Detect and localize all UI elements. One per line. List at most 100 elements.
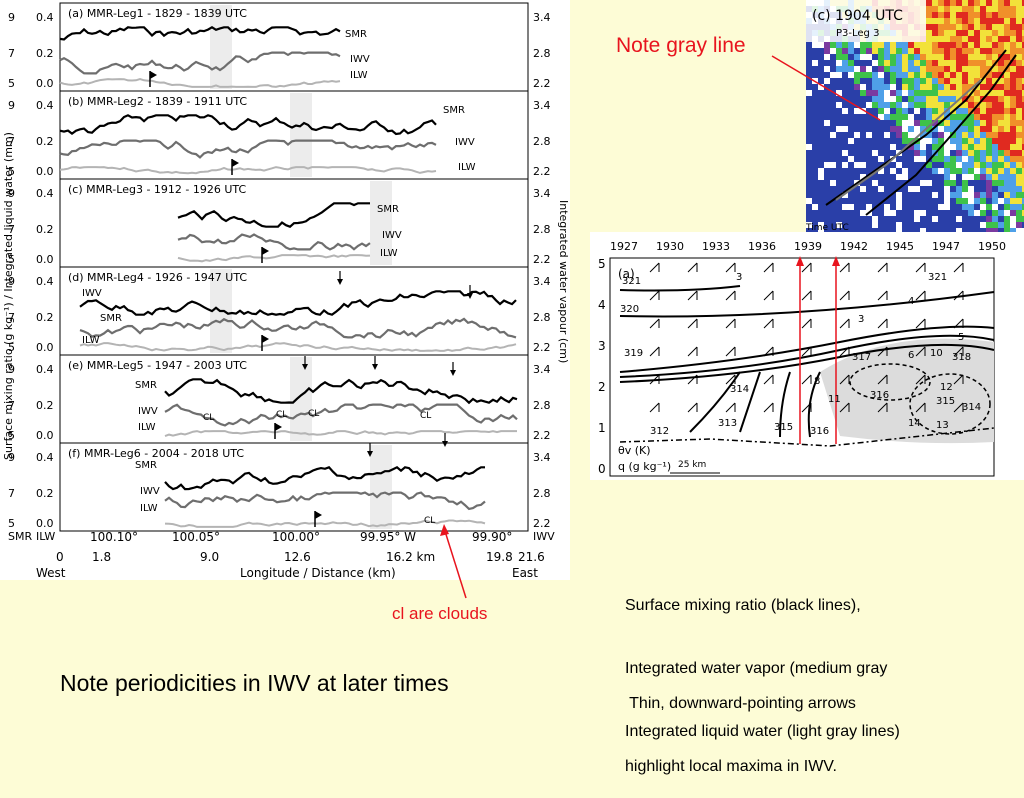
radar-cell: [896, 84, 902, 90]
radar-cell: [842, 180, 848, 186]
panel-title: (f) MMR-Leg6 - 2004 - 2018 UTC: [68, 447, 244, 460]
radar-cell: [932, 6, 938, 12]
radar-cell: [932, 180, 938, 186]
radar-cell: [974, 6, 980, 12]
wind-barb: [953, 402, 964, 413]
radar-cell: [842, 48, 848, 54]
radar-cell: [926, 150, 932, 156]
map-partial-label: Time UTC: [806, 223, 849, 232]
radar-cell: [920, 42, 926, 48]
radar-cell: [812, 138, 818, 144]
longitude-tick: 100.05°: [172, 530, 220, 544]
left-tick-smr: 5: [8, 517, 15, 530]
wind-barb: [877, 374, 888, 385]
radar-cell: [998, 36, 1004, 42]
leg-flag: [315, 511, 322, 519]
radar-cell: [842, 216, 848, 222]
radar-cell: [806, 180, 812, 186]
radar-cell: [812, 228, 818, 232]
radar-cell: [944, 66, 950, 72]
iwv-line: [59, 51, 341, 75]
radar-cell: [1022, 120, 1024, 126]
wind-barb: [725, 318, 736, 329]
scale-label: 25 km: [678, 460, 706, 470]
wind-barb: [839, 318, 850, 329]
radar-cell: [902, 204, 908, 210]
radar-cell: [854, 150, 860, 156]
radar-cell: [920, 60, 926, 66]
radar-cell: [944, 42, 950, 48]
wind-barb: [839, 262, 850, 273]
radar-cell: [932, 72, 938, 78]
radar-cell: [914, 126, 920, 132]
radar-cell: [980, 78, 986, 84]
radar-cell: [830, 96, 836, 102]
radar-cell: [878, 216, 884, 222]
radar-cell: [854, 60, 860, 66]
radar-cell: [968, 156, 974, 162]
radar-cell: [962, 132, 968, 138]
radar-cell: [986, 114, 992, 120]
radar-cell: [998, 168, 1004, 174]
radar-cell: [902, 168, 908, 174]
left-tick-ilw: 0.0: [36, 517, 54, 530]
radar-cell: [872, 180, 878, 186]
radar-cell: [986, 36, 992, 42]
radar-cell: [926, 162, 932, 168]
radar-cell: [878, 84, 884, 90]
radar-cell: [932, 42, 938, 48]
radar-cell: [872, 210, 878, 216]
radar-cell: [998, 114, 1004, 120]
radar-cell: [1022, 162, 1024, 168]
radar-cell: [938, 114, 944, 120]
radar-cell: [884, 84, 890, 90]
radar-cell: [956, 42, 962, 48]
radar-cell: [938, 180, 944, 186]
wind-barb: [763, 374, 774, 385]
series-label: IWV: [350, 54, 370, 65]
radar-cell: [938, 6, 944, 12]
radar-cell: [926, 84, 932, 90]
radar-cell: [944, 156, 950, 162]
left-tick-ilw: 0.4: [36, 275, 54, 288]
contour-label: 321: [928, 272, 947, 283]
radar-cell: [914, 150, 920, 156]
radar-cell: [830, 216, 836, 222]
radar-cell: [1016, 138, 1022, 144]
radar-cell: [902, 114, 908, 120]
radar-cell: [848, 102, 854, 108]
radar-cell: [944, 84, 950, 90]
radar-cell: [872, 96, 878, 102]
radar-cell: [914, 204, 920, 210]
radar-cell: [872, 114, 878, 120]
cloud-label: CL: [308, 409, 319, 419]
radar-cell: [878, 126, 884, 132]
radar-cell: [884, 102, 890, 108]
radar-cell: [908, 144, 914, 150]
legend-line-iwv: Integrated water vapor (medium gray: [625, 660, 888, 677]
radar-cell: [956, 174, 962, 180]
radar-cell: [884, 60, 890, 66]
radar-cell: [860, 198, 866, 204]
radar-cell: [998, 12, 1004, 18]
radar-cell: [824, 90, 830, 96]
radar-cell: [884, 42, 890, 48]
radar-cell: [1010, 114, 1016, 120]
radar-cell: [1004, 12, 1010, 18]
radar-cell: [986, 174, 992, 180]
wind-barb: [839, 374, 850, 385]
isentrope-line: [619, 343, 995, 383]
wind-barb: [725, 402, 736, 413]
radar-cell: [998, 120, 1004, 126]
radar-cell: [872, 186, 878, 192]
radar-cell: [860, 138, 866, 144]
radar-cell: [914, 180, 920, 186]
radar-cell: [1010, 6, 1016, 12]
radar-cell: [962, 228, 968, 232]
radar-cell: [842, 210, 848, 216]
radar-cell: [836, 156, 842, 162]
distance-tick: 12.6: [284, 550, 311, 564]
max-arrow-head: [450, 370, 456, 376]
radar-cell: [1022, 84, 1024, 90]
radar-cell: [1004, 180, 1010, 186]
